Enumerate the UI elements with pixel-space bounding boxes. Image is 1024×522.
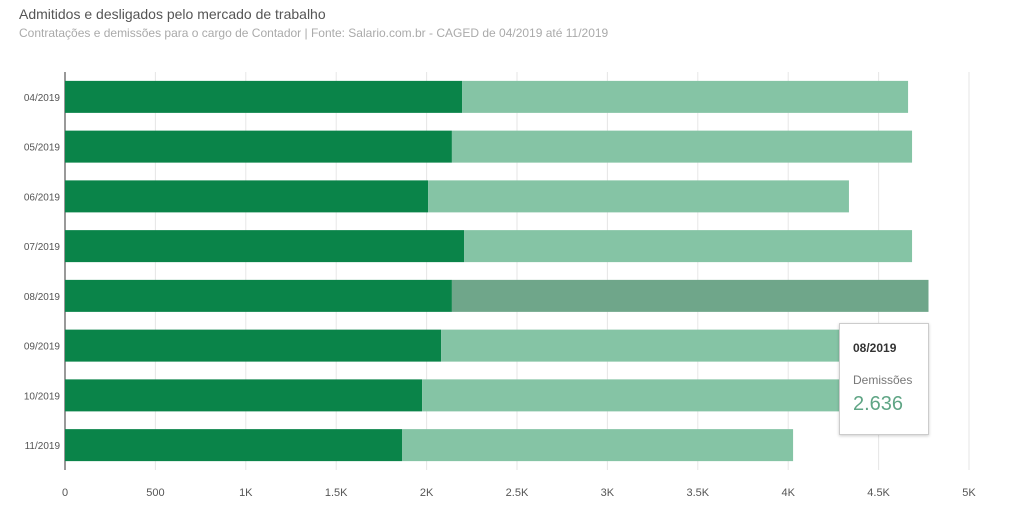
x-tick-label: 2.5K [506, 487, 529, 499]
bar-admitidos [65, 80, 463, 113]
bar-demissoes [402, 429, 794, 462]
bar-admitidos [65, 329, 442, 362]
y-tick-label: 09/2019 [24, 342, 61, 353]
y-tick-label: 08/2019 [24, 292, 61, 303]
x-tick-label: 1K [239, 487, 253, 499]
bar-admitidos [65, 379, 423, 412]
bar-demissoes [451, 279, 929, 312]
bar-admitidos [65, 279, 452, 312]
y-tick-label: 04/2019 [24, 93, 61, 104]
x-tick-label: 0 [62, 487, 68, 499]
y-tick-label: 07/2019 [24, 242, 61, 253]
bar-demissoes [428, 180, 849, 213]
bar-admitidos [65, 130, 452, 163]
bar-demissoes [441, 329, 906, 362]
tooltip-category: 08/2019 [853, 341, 897, 355]
y-tick-label: 06/2019 [24, 192, 61, 203]
tooltip-label: Demissões [853, 373, 913, 387]
bar-admitidos [65, 429, 403, 462]
bar-admitidos [65, 230, 465, 263]
bar-demissoes [422, 379, 897, 412]
x-tick-label: 500 [146, 487, 164, 499]
bar-demissoes [462, 80, 909, 113]
x-tick-label: 2K [420, 487, 434, 499]
bar-demissoes [451, 130, 913, 163]
bar-demissoes [464, 230, 913, 263]
y-tick-label: 10/2019 [24, 391, 61, 402]
x-tick-label: 4.5K [867, 487, 890, 499]
x-tick-label: 1.5K [325, 487, 348, 499]
x-tick-label: 5K [962, 487, 976, 499]
bar-admitidos [65, 180, 429, 213]
x-tick-label: 3.5K [686, 487, 709, 499]
chart-title: Admitidos e desligados pelo mercado de t… [19, 6, 326, 22]
y-tick-label: 11/2019 [25, 441, 61, 452]
tooltip: 08/2019 Demissões 2.636 [839, 323, 929, 435]
x-tick-label: 4K [781, 487, 795, 499]
chart-subtitle: Contratações e demissões para o cargo de… [19, 26, 609, 40]
x-tick-label: 3K [601, 487, 615, 499]
y-tick-label: 05/2019 [24, 143, 61, 154]
tooltip-value: 2.636 [853, 393, 904, 415]
